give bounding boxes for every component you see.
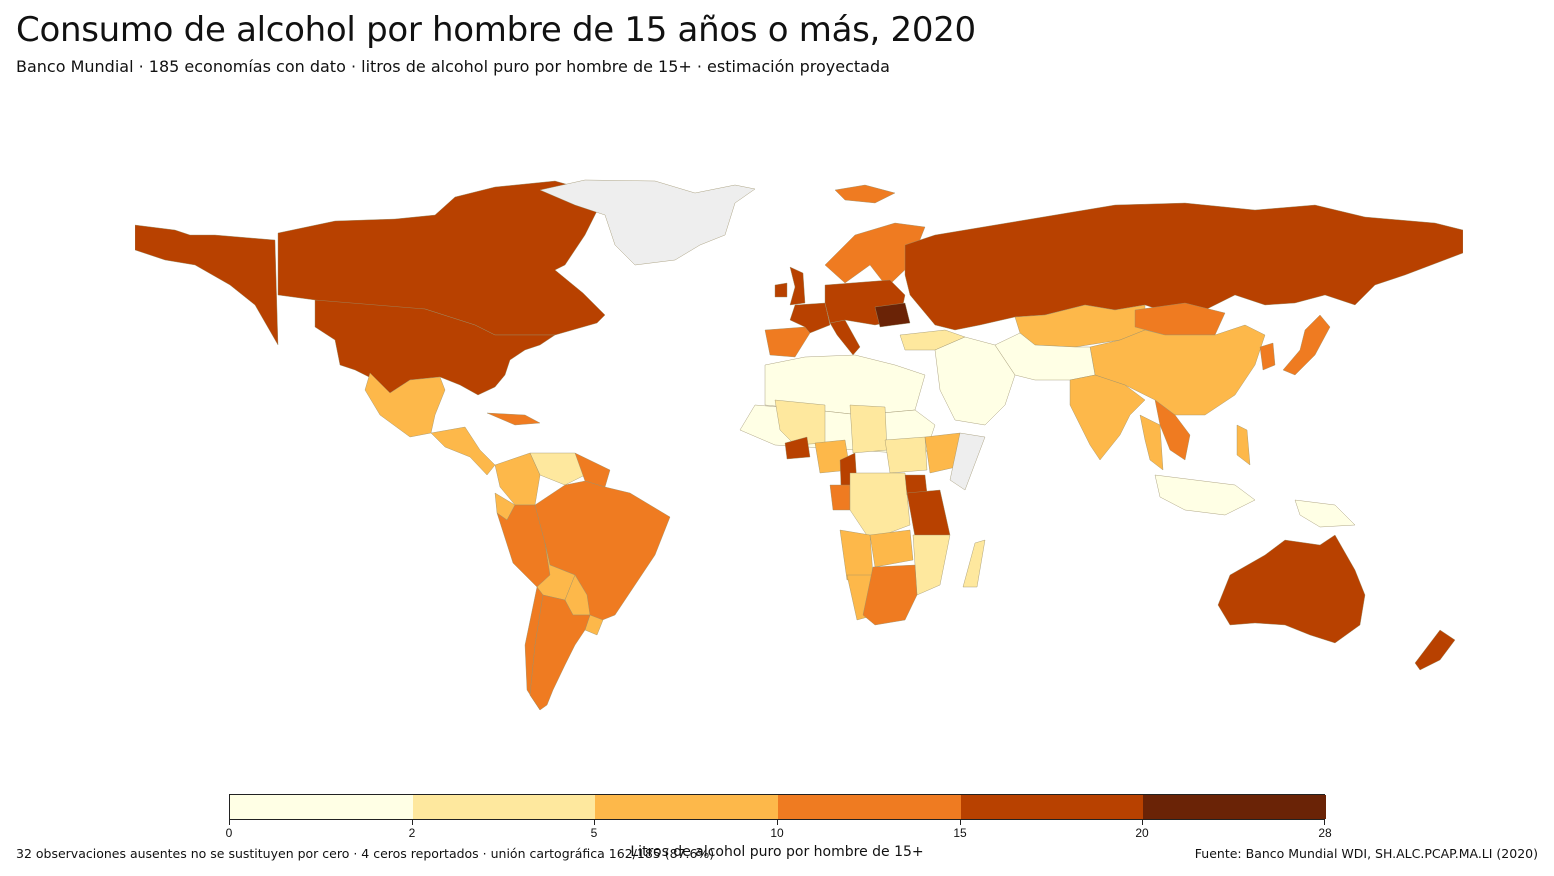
region-tanzania[interactable] xyxy=(906,489,951,538)
region-gabon[interactable] xyxy=(829,484,851,511)
region-greenland[interactable] xyxy=(539,179,756,266)
color-scale-bin xyxy=(960,795,1144,819)
region-angola[interactable] xyxy=(839,529,874,581)
color-scale-tick-label: 28 xyxy=(1318,826,1332,840)
color-scale-tick xyxy=(1324,820,1325,825)
color-scale-bin xyxy=(412,795,596,819)
region-zambia[interactable] xyxy=(869,529,914,568)
region-thailand[interactable] xyxy=(1139,414,1164,471)
color-scale-tick-label: 5 xyxy=(590,826,598,840)
map-subtitle: Banco Mundial · 185 economías con dato ·… xyxy=(16,57,890,76)
region-central-america[interactable] xyxy=(430,426,496,476)
region-uk[interactable] xyxy=(789,266,806,306)
region-alaska[interactable] xyxy=(135,224,279,346)
map-title: Consumo de alcohol por hombre de 15 años… xyxy=(16,10,976,50)
color-scale-tick-label: 10 xyxy=(770,826,784,840)
footnote: 32 observaciones ausentes no se sustituy… xyxy=(16,846,715,861)
region-india[interactable] xyxy=(1069,374,1146,461)
source-note: Fuente: Banco Mundial WDI, SH.ALC.PCAP.M… xyxy=(1194,846,1538,861)
color-scale-bin xyxy=(595,795,778,819)
region-cuba[interactable] xyxy=(486,412,541,426)
region-usa[interactable] xyxy=(314,299,556,396)
region-australia[interactable] xyxy=(1217,534,1366,644)
region-japan[interactable] xyxy=(1282,314,1331,376)
region-png[interactable] xyxy=(1294,499,1356,528)
region-mongolia[interactable] xyxy=(1134,302,1226,336)
color-scale-ticks: 0 2 5 10 15 20 28 xyxy=(225,820,1332,840)
region-romania[interactable] xyxy=(874,302,911,328)
color-scale-title: Litros de alcohol puro por hombre de 15+ xyxy=(630,844,924,860)
region-iceland[interactable] xyxy=(834,184,896,204)
color-scale-tick xyxy=(229,820,230,825)
region-chad[interactable] xyxy=(849,404,888,454)
color-scale-tick-label: 20 xyxy=(1135,826,1149,840)
region-russia[interactable] xyxy=(904,202,1463,331)
region-ireland[interactable] xyxy=(774,282,788,298)
region-spain[interactable] xyxy=(764,326,811,358)
color-scale-bin xyxy=(777,795,961,819)
region-mozambique[interactable] xyxy=(912,534,951,596)
color-scale-tick xyxy=(412,820,413,825)
region-indonesia[interactable] xyxy=(1154,474,1256,516)
region-madagascar[interactable] xyxy=(962,539,986,588)
region-south-sudan[interactable] xyxy=(884,436,928,474)
region-new-zealand[interactable] xyxy=(1414,629,1456,671)
region-middle-east[interactable] xyxy=(934,336,1016,426)
region-south-africa[interactable] xyxy=(862,564,918,626)
color-scale-tick xyxy=(1142,820,1143,825)
region-mali[interactable] xyxy=(774,399,826,446)
region-somalia[interactable] xyxy=(949,432,986,491)
color-scale-tick-label: 15 xyxy=(953,826,967,840)
region-italy[interactable] xyxy=(829,319,861,356)
region-argentina[interactable] xyxy=(529,594,591,711)
color-scale-tick xyxy=(960,820,961,825)
region-korea[interactable] xyxy=(1259,342,1276,371)
region-china[interactable] xyxy=(1089,324,1266,416)
region-drc[interactable] xyxy=(849,472,911,541)
color-scale-tick xyxy=(777,820,778,825)
world-choropleth-map xyxy=(135,179,1463,711)
region-mexico[interactable] xyxy=(364,372,446,438)
color-scale-bar xyxy=(229,794,1326,820)
color-scale-bin xyxy=(230,795,413,819)
region-philippines[interactable] xyxy=(1236,424,1251,466)
color-scale-tick xyxy=(594,820,595,825)
color-scale-bin xyxy=(1143,795,1326,819)
region-burkina[interactable] xyxy=(784,436,811,460)
color-scale-tick-label: 2 xyxy=(408,826,416,840)
color-scale-tick-label: 0 xyxy=(225,826,233,840)
region-central-asia[interactable] xyxy=(994,332,1096,381)
